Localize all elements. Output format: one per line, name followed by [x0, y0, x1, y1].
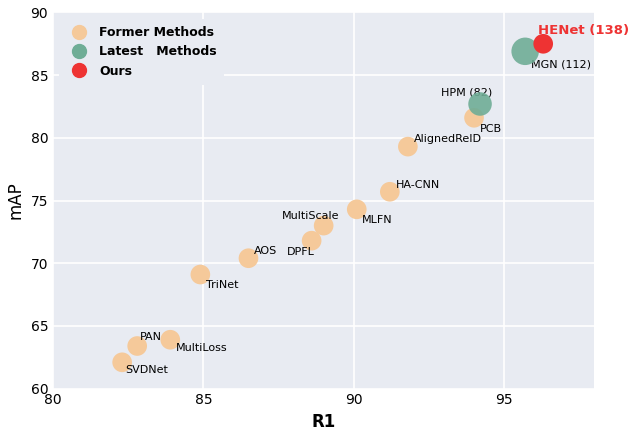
Point	[538, 40, 548, 47]
Text: MultiScale: MultiScale	[282, 211, 339, 221]
Point	[351, 206, 362, 213]
Text: MLFN: MLFN	[362, 215, 393, 225]
Point	[520, 48, 531, 55]
Text: SVDNet: SVDNet	[125, 365, 168, 375]
Text: PAN: PAN	[140, 332, 162, 343]
Point	[319, 222, 329, 229]
Text: AlignedReID: AlignedReID	[413, 134, 481, 145]
Text: HENet (138): HENet (138)	[538, 24, 628, 37]
Text: HA-CNN: HA-CNN	[396, 180, 440, 190]
Point	[403, 143, 413, 150]
Point	[475, 100, 485, 107]
Point	[165, 336, 175, 343]
Text: AOS: AOS	[254, 246, 277, 256]
Point	[195, 271, 205, 278]
Point	[307, 237, 317, 244]
Point	[132, 343, 142, 350]
Legend: Former Methods, Latest   Methods, Ours: Former Methods, Latest Methods, Ours	[60, 19, 225, 85]
Point	[469, 114, 479, 121]
Point	[243, 255, 253, 262]
Y-axis label: mAP: mAP	[7, 182, 25, 219]
X-axis label: R1: R1	[312, 413, 336, 431]
Point	[385, 188, 395, 195]
Text: MultiLoss: MultiLoss	[176, 343, 227, 353]
Text: TriNet: TriNet	[206, 280, 239, 290]
Text: MGN (112): MGN (112)	[531, 60, 591, 70]
Point	[117, 359, 127, 366]
Text: HPM (82): HPM (82)	[441, 88, 492, 98]
Text: PCB: PCB	[479, 124, 502, 134]
Text: DPFL: DPFL	[287, 247, 314, 257]
